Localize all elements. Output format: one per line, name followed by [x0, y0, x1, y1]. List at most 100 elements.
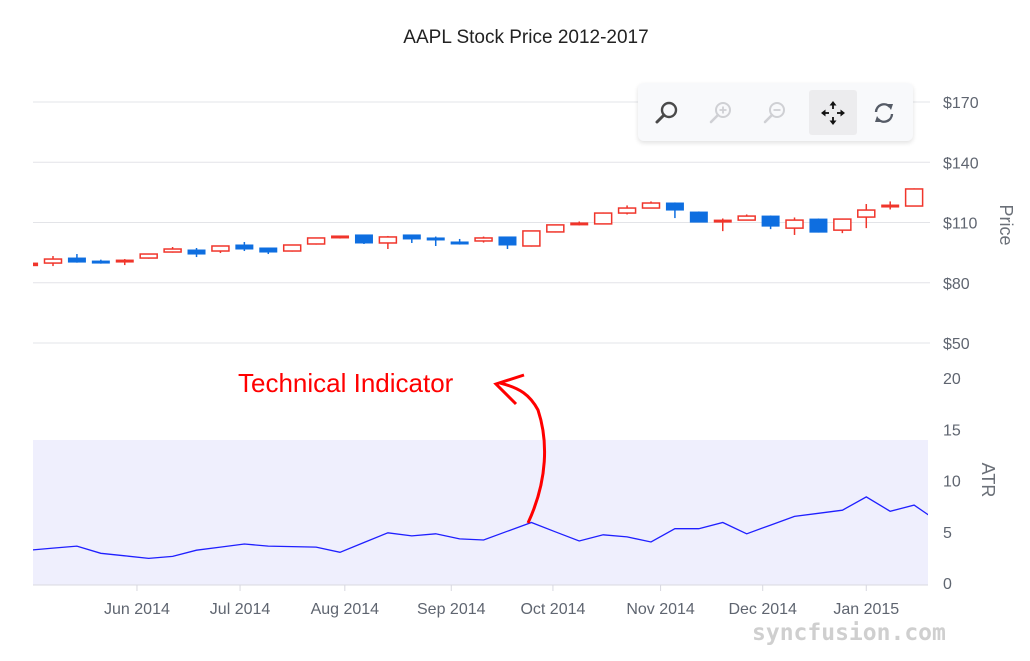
atr-tick-label: 10 — [943, 474, 961, 491]
candle-body — [426, 237, 445, 241]
candle-body — [187, 249, 206, 255]
x-tick-label: Sep 2014 — [417, 601, 486, 618]
technical-indicator-annotation: Technical Indicator — [238, 368, 454, 398]
x-tick-label: Jul 2014 — [210, 601, 271, 618]
watermark: syncfusion.com — [752, 620, 946, 646]
chart-toolbar — [638, 83, 913, 141]
zoom-button[interactable] — [643, 90, 691, 135]
candle-body — [378, 236, 398, 244]
pan-button[interactable] — [809, 90, 857, 135]
candle-body — [737, 215, 756, 221]
candle[interactable] — [139, 253, 158, 259]
candle[interactable] — [904, 188, 924, 207]
candle[interactable] — [282, 244, 302, 252]
candle-body — [259, 247, 278, 253]
price-tick-label: $170 — [943, 95, 979, 112]
candle[interactable] — [593, 212, 613, 225]
zoom-out-icon — [763, 101, 785, 123]
candle-body — [306, 237, 326, 245]
candle-body — [904, 188, 924, 207]
x-tick-label: Dec 2014 — [728, 601, 797, 618]
candle-body — [641, 202, 661, 209]
candle[interactable] — [331, 235, 350, 239]
zoom-in-icon — [709, 101, 731, 123]
candle[interactable] — [259, 247, 278, 255]
candle-body — [546, 224, 565, 233]
candle-body — [139, 253, 158, 259]
candle-body — [354, 234, 373, 244]
x-tick-label: Nov 2014 — [626, 601, 695, 618]
price-tick-label: $80 — [943, 276, 970, 293]
candle[interactable] — [689, 211, 708, 223]
candle-body — [282, 244, 302, 252]
candle[interactable] — [402, 234, 421, 243]
candle-body — [450, 241, 469, 245]
candle-body — [33, 262, 39, 267]
candle[interactable] — [306, 237, 326, 245]
candle[interactable] — [450, 238, 469, 245]
candle-body — [67, 257, 86, 263]
candle[interactable] — [235, 241, 254, 252]
candle-body — [857, 209, 876, 218]
candle[interactable] — [546, 224, 565, 233]
candle[interactable] — [522, 230, 541, 247]
atr-axis-labels: 0 5 10 15 20 — [943, 371, 961, 593]
candle[interactable] — [43, 256, 63, 267]
candle-body — [881, 204, 900, 208]
atr-tick-label: 5 — [943, 525, 952, 542]
candle[interactable] — [474, 236, 493, 243]
candle[interactable] — [713, 218, 732, 232]
candle-body — [570, 222, 589, 226]
x-tick-label: Jan 2015 — [833, 601, 899, 618]
candle-body — [43, 258, 63, 264]
candle[interactable] — [163, 247, 182, 253]
candle-body — [522, 230, 541, 247]
candle[interactable] — [641, 201, 661, 209]
candle-body — [163, 248, 182, 253]
candle[interactable] — [809, 218, 828, 233]
candle[interactable] — [378, 235, 398, 250]
candle-body — [331, 235, 350, 239]
candle[interactable] — [67, 254, 86, 263]
candle-body — [833, 218, 852, 231]
candle[interactable] — [426, 236, 445, 246]
candle[interactable] — [833, 218, 852, 234]
candle[interactable] — [665, 202, 684, 219]
candle[interactable] — [187, 248, 206, 258]
candle[interactable] — [881, 201, 900, 210]
annotation-arrowhead-icon — [493, 373, 525, 406]
candle-body — [115, 259, 134, 263]
candle[interactable] — [570, 221, 589, 226]
zoom-out-button[interactable] — [751, 90, 799, 135]
candle[interactable] — [498, 236, 517, 250]
chart-title: AAPL Stock Price 2012-2017 — [403, 27, 648, 48]
annotation-arrow — [499, 381, 546, 524]
candle-body — [713, 219, 732, 223]
candle[interactable] — [737, 214, 756, 221]
candle-body — [498, 236, 517, 246]
candle-body — [91, 260, 110, 264]
candle[interactable] — [857, 204, 876, 229]
candle-body — [665, 202, 684, 211]
zoom-in-button[interactable] — [697, 90, 745, 135]
candle-body — [402, 234, 421, 240]
candle[interactable] — [617, 205, 637, 215]
candle-body — [689, 211, 708, 223]
reset-button[interactable] — [860, 90, 908, 135]
price-tick-label: $50 — [943, 336, 970, 353]
candlestick-series — [20, 188, 924, 267]
candle[interactable] — [91, 259, 110, 264]
atr-tick-label: 20 — [943, 371, 961, 388]
candle[interactable] — [761, 215, 780, 230]
candle[interactable] — [785, 217, 804, 235]
candle-body — [235, 244, 254, 250]
candle[interactable] — [354, 234, 373, 244]
atr-tick-label: 15 — [943, 422, 961, 439]
atr-tick-label: 0 — [943, 576, 952, 593]
candle[interactable] — [20, 262, 39, 267]
pan-icon — [821, 100, 845, 125]
price-tick-label: $110 — [943, 216, 978, 233]
candle[interactable] — [115, 259, 134, 266]
candle[interactable] — [211, 245, 230, 254]
